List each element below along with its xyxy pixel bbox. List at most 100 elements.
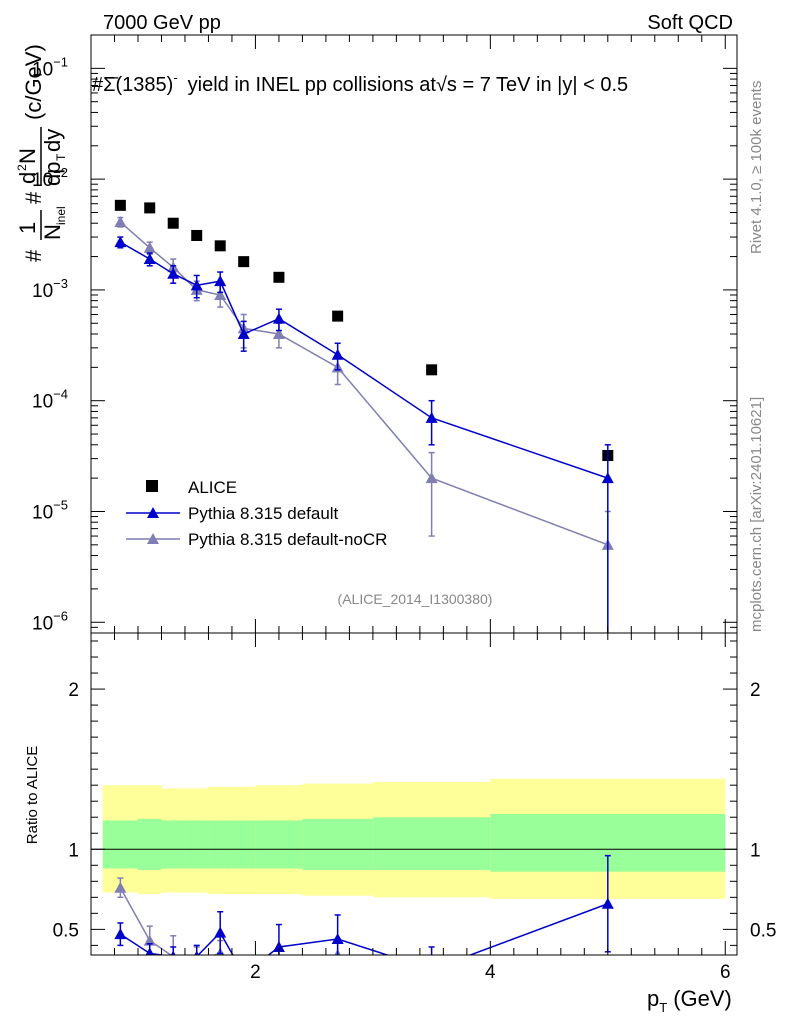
ratio-plot-area — [91, 778, 737, 998]
xlabel-unit: (GeV) — [673, 986, 732, 1011]
y-tick-exp: −4 — [53, 387, 68, 402]
ratio-band-inner — [137, 818, 162, 871]
main-y-tick-label: 10−1 — [32, 54, 68, 80]
alice-point — [332, 310, 344, 322]
alice-point — [114, 199, 126, 211]
ratio-band-inner — [208, 820, 232, 869]
ratio-axis-ticks: 2 4 6 0.5 0.5 1 1 2 2 — [53, 640, 776, 983]
ratio-default-point — [170, 950, 176, 955]
pythia-default-point — [114, 236, 127, 248]
pythia-nocr-point — [143, 241, 156, 253]
ylabel-dp: dp — [40, 162, 65, 186]
legend-default-label: Pythia 8.315 default — [188, 504, 339, 523]
y-tick-base: 10 — [32, 613, 53, 634]
ylabel-one: 1 — [15, 222, 40, 234]
ratio-default-point — [114, 928, 127, 940]
pythia-default-point — [272, 312, 285, 324]
main-y-tick-label: 10−3 — [32, 276, 68, 302]
legend-alice-marker — [146, 480, 158, 492]
y-tick-base: 10 — [32, 170, 53, 191]
ylabel-sup2: 2 — [15, 164, 29, 171]
y-tick-exp: −1 — [53, 54, 68, 69]
header-category: Soft QCD — [647, 12, 733, 34]
pythia-default-point — [143, 253, 156, 265]
pythia-default-point — [331, 348, 344, 360]
rivet-version-label: Rivet 4.1.0, ≥ 100k events — [748, 81, 765, 254]
pythia-nocr-point — [114, 216, 127, 228]
y-tick-base: 10 — [32, 392, 53, 413]
ratio-nocr-point — [602, 979, 614, 990]
main-y-tick-label: 10−6 — [32, 608, 68, 634]
main-y-tick-label: 10−4 — [32, 387, 68, 413]
ratio-default-point — [145, 947, 154, 955]
y-tick-exp: −5 — [53, 497, 68, 512]
ratio-default-point — [214, 926, 227, 938]
ylabel-units: (c/GeV) — [21, 44, 46, 120]
main-y-axis-label: # 1 N inel # d 2 N dp T dy (c/GeV) — [15, 44, 68, 262]
pythia-nocr-line — [119, 221, 609, 546]
ylabel-hash1: # — [21, 249, 46, 262]
pythia-nocr-point — [425, 472, 438, 484]
title-hash: # — [92, 74, 104, 96]
legend: ALICE Pythia 8.315 default Pythia 8.315 … — [126, 478, 387, 549]
ratio-band-inner — [255, 820, 303, 869]
title-text-b: s = 7 TeV in |y| < 0.5 — [447, 74, 628, 96]
ratio-default-point — [238, 968, 250, 979]
ratio-y-tick-label: 1 — [68, 840, 79, 861]
title-charge: - — [173, 70, 177, 85]
pythia-default-point — [214, 275, 227, 287]
ratio-y-tick-label: 0.5 — [53, 920, 79, 941]
title-particle: Σ̄(1385) — [103, 74, 173, 96]
ratio-default-line — [119, 903, 609, 955]
ratio-y-axis-label: Ratio to ALICE — [24, 746, 41, 844]
x-axis-label: pT (GeV) — [647, 986, 732, 1015]
xlabel-t-sub: T — [659, 1000, 667, 1015]
ratio-nocr-point — [143, 934, 156, 946]
title-text-a: yield in INEL pp collisions at — [188, 74, 437, 96]
alice-point — [191, 229, 203, 241]
x-tick-label: 2 — [250, 962, 261, 983]
pythia-default-point — [601, 472, 614, 484]
ratio-y-tick-label: 2 — [68, 680, 79, 701]
title-sqrt: √ — [436, 74, 447, 96]
ratio-band-inner — [161, 820, 185, 869]
pythia-default-point — [425, 411, 438, 423]
y-tick-base: 10 — [32, 59, 53, 80]
pythia-default-line — [119, 241, 609, 479]
y-tick-exp: −3 — [53, 276, 68, 291]
ylabel-hash2: # — [21, 191, 46, 204]
main-y-tick-label: 10−5 — [32, 497, 68, 523]
ratio-default-point — [601, 897, 614, 909]
legend-nocr-label: Pythia 8.315 default-noCR — [188, 530, 387, 549]
ratio-nocr-point — [426, 987, 438, 998]
alice-point — [273, 271, 285, 283]
legend-nocr-marker — [147, 533, 159, 544]
ylabel-dy: dy — [40, 129, 65, 152]
pythia-default-point — [237, 328, 250, 339]
ylabel-inel-sub: inel — [54, 206, 68, 225]
y-tick-exp: −2 — [53, 165, 68, 180]
ratio-band-inner — [102, 820, 138, 869]
ylabel-ninel: N — [40, 224, 65, 240]
y-tick-base: 10 — [32, 281, 53, 302]
alice-point — [167, 217, 179, 229]
pythia-nocr-point — [214, 288, 227, 300]
pythia-nocr-point — [272, 328, 285, 339]
ratio-y-tick-label-right: 2 — [750, 680, 761, 701]
ratio-y-tick-label-right: 0.5 — [750, 920, 776, 941]
ratio-band-inner — [231, 820, 256, 869]
xlabel-p: p — [647, 986, 659, 1011]
plot-title: #Σ̄(1385)- yield in INEL pp collisions at… — [92, 70, 628, 96]
analysis-watermark: (ALICE_2014_I1300380) — [338, 591, 493, 607]
ratio-y-tick-label-right: 1 — [750, 840, 761, 861]
x-tick-label: 4 — [485, 962, 496, 983]
ratio-band-inner — [302, 818, 373, 871]
ratio-nocr-point — [273, 955, 285, 966]
legend-default-marker — [147, 507, 159, 518]
ylabel-n: N — [15, 148, 40, 164]
ratio-nocr-line — [119, 887, 340, 955]
legend-alice-label: ALICE — [188, 478, 237, 497]
pythia-default-point — [167, 267, 180, 279]
ratio-band-inner — [372, 817, 491, 871]
